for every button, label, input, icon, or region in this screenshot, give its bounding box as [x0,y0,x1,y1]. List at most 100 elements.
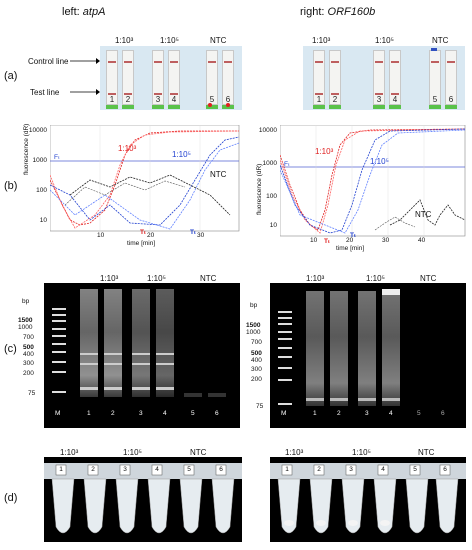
ntc-curve [389,199,466,226]
tube-number: 2 [91,466,95,473]
ladder-label: 1500 [246,322,261,329]
blue-curve [280,128,466,234]
tube-number: 2 [317,466,321,473]
control-line-label: Control line [28,57,69,66]
blue-curve [50,136,240,226]
right-gel-group-label: 1:10³ [306,274,325,283]
left-tube-group-label: 1:10⁵ [123,448,142,457]
blue-curve [50,142,240,230]
y-tick: 10 [39,217,47,224]
blue-mark [431,48,437,51]
left-gel-group-label: NTC [200,274,217,283]
right-gel-group-label: NTC [420,274,437,283]
strip-number: 1 [316,95,322,104]
right-header: right: ORF160b [300,6,376,18]
strip-number: 5 [209,95,215,104]
left-gel-group-label: 1:10³ [100,274,119,283]
strip-lane-3 [373,50,385,105]
gel-lane-label: 3 [365,410,369,417]
right-strip-group-label: 1:10³ [312,36,331,45]
strip-lane-4 [389,50,401,105]
left-header: left: atpA [62,6,106,18]
left-tubes [44,463,242,534]
pad [222,105,234,109]
tube-number: 6 [219,466,223,473]
right-tube-group-label: 1:10³ [285,448,304,457]
x-tick: 10 [310,237,318,244]
ladder-label: 75 [28,390,36,397]
right-gel-bands [278,289,400,406]
tube-number: 6 [443,466,447,473]
tube-number: 1 [59,466,63,473]
pad [329,105,341,109]
left-xlabel: time [min] [127,240,156,247]
pad [206,105,218,109]
ladder-label: 300 [23,360,34,367]
panel-label-c: (c) [4,343,17,355]
ntc-curve [374,216,416,231]
y-tick: 1000 [32,157,47,164]
right-tubes [270,463,466,534]
tube-number: 5 [187,466,191,473]
pad [122,105,134,109]
left-strip-group-label: 1:10⁵ [160,36,179,45]
gel-lane-label: 2 [337,410,341,417]
ladder-label: 1500 [18,317,33,324]
pad [168,105,180,109]
strip-number: 4 [392,95,398,104]
blue-curve [280,129,466,234]
pad [389,105,401,109]
strip-number: 3 [155,95,161,104]
left-amplification-chart [50,125,240,232]
strip-lane-1 [313,50,325,105]
left-strip-group-label: 1:10³ [115,36,134,45]
panel-label-d: (d) [4,492,18,504]
left-tube-group-label: 1:10³ [60,448,79,457]
strip-lane-2 [122,50,134,105]
left-tt-red: Tₜ [140,229,146,236]
tube-number: 4 [155,466,159,473]
right-tube-image: 1 2 3 4 5 6 [270,457,466,542]
strip-number: 3 [376,95,382,104]
strip-lane-2 [329,50,341,105]
tube-number: 1 [285,466,289,473]
test-line-label: Test line [30,88,60,97]
right-strip-group-label: 1:10⁵ [375,36,394,45]
strip-number: 2 [125,95,131,104]
left-gel-image [44,283,240,428]
left-series-label-2: 1:10⁵ [172,150,191,159]
gel-lane-label: 1 [313,410,317,417]
gel-lane-label: 4 [163,410,167,417]
strip-lane-6 [445,50,457,105]
right-amplification-chart [280,125,466,237]
left-tt-blue: Tₜ [190,229,196,236]
pad [373,105,385,109]
strip-number: 6 [225,95,231,104]
right-threshold-label: Fₜ [284,161,290,168]
ladder-label: 75 [256,403,264,410]
left-tube-image: 1 2 3 4 5 6 [44,457,242,542]
tube-number: 4 [381,466,385,473]
gel-lane-label: M [281,410,287,417]
left-strip-image: 1 2 3 4 5 6 [100,46,242,110]
x-tick: 30 [197,232,205,239]
right-xlabel: time [min] [336,245,365,252]
left-strip-group-label: NTC [210,36,227,45]
ladder-label: 200 [23,370,34,377]
right-series-label-1: 1:10³ [315,147,334,156]
ladder-label: 500 [251,350,262,357]
ntc-curve [69,174,231,216]
left-series-label-1: 1:10³ [118,144,137,153]
x-tick: 20 [346,237,354,244]
line-arrows [70,58,100,95]
tube-number: 3 [349,466,353,473]
right-tube-group-label: NTC [418,448,435,457]
ntc-curve [64,180,186,206]
y-tick: 10 [269,222,277,229]
right-gel-image [270,283,466,428]
right-tt-red: Tₜ [324,238,330,245]
right-series-label-2: 1:10⁵ [370,157,389,166]
red-curve [280,128,466,231]
right-tt-blue: Tₜ [350,232,356,239]
right-strip-image: 1 2 3 4 5 6 [303,46,465,110]
